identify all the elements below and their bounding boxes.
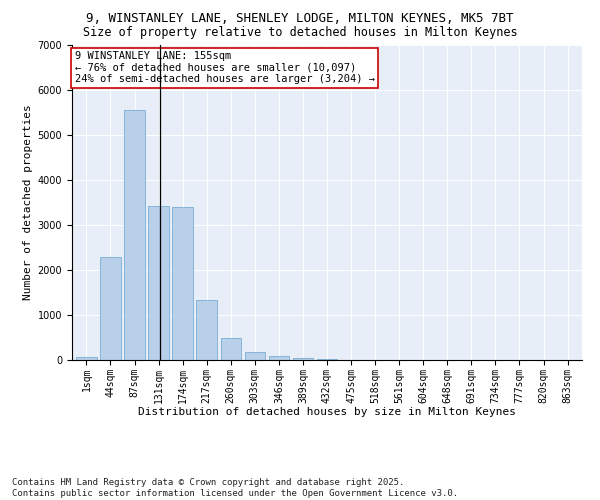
Bar xyxy=(245,352,265,360)
Bar xyxy=(269,356,289,360)
Bar xyxy=(100,256,121,360)
X-axis label: Distribution of detached houses by size in Milton Keynes: Distribution of detached houses by size … xyxy=(138,407,516,417)
Y-axis label: Number of detached properties: Number of detached properties xyxy=(23,104,34,300)
Bar xyxy=(124,110,145,360)
Text: 9, WINSTANLEY LANE, SHENLEY LODGE, MILTON KEYNES, MK5 7BT: 9, WINSTANLEY LANE, SHENLEY LODGE, MILTO… xyxy=(86,12,514,26)
Text: 9 WINSTANLEY LANE: 155sqm
← 76% of detached houses are smaller (10,097)
24% of s: 9 WINSTANLEY LANE: 155sqm ← 76% of detac… xyxy=(74,52,374,84)
Text: Contains HM Land Registry data © Crown copyright and database right 2025.
Contai: Contains HM Land Registry data © Crown c… xyxy=(12,478,458,498)
Text: Size of property relative to detached houses in Milton Keynes: Size of property relative to detached ho… xyxy=(83,26,517,39)
Bar xyxy=(293,358,313,360)
Bar xyxy=(76,357,97,360)
Bar xyxy=(196,300,217,360)
Bar xyxy=(317,359,337,360)
Bar xyxy=(148,206,169,360)
Bar xyxy=(221,338,241,360)
Bar xyxy=(172,207,193,360)
